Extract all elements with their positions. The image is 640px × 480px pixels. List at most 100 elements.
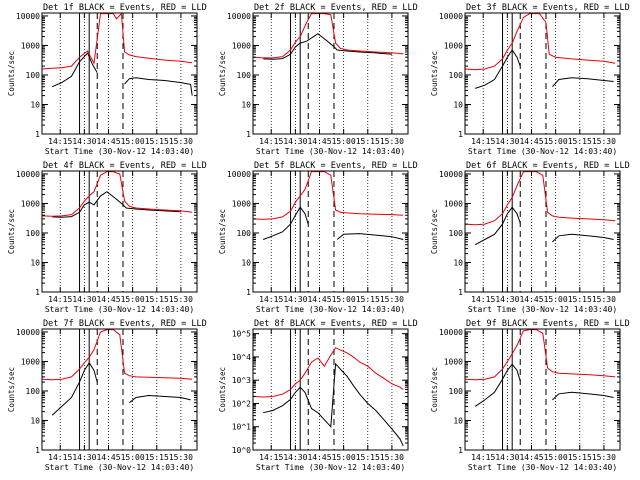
lld-series-line [253, 13, 404, 59]
plot-frame [41, 170, 198, 293]
lld-series-line [42, 329, 193, 381]
x-tick-label: 15:15 [145, 295, 169, 304]
y-axis-label: Counts/sec [218, 367, 227, 412]
plot-frame [41, 328, 198, 451]
x-tick-label: 15:15 [356, 295, 380, 304]
x-tick-label: 14:45 [307, 137, 331, 146]
x-tick-label: 14:30 [72, 137, 96, 146]
x-tick-label: 15:30 [380, 295, 404, 304]
y-tick-label: 1000 [444, 41, 463, 50]
lld-series-line [253, 171, 404, 220]
events-series-line [52, 191, 181, 218]
x-tick-label: 15:15 [356, 453, 380, 462]
x-tick-label: 14:15 [259, 137, 283, 146]
x-tick-label: 15:30 [380, 453, 404, 462]
plot-frame [252, 12, 409, 135]
y-tick-label: 1 [458, 130, 463, 139]
y-tick-label: 10^3 [232, 376, 251, 385]
y-tick-label: 100 [26, 71, 41, 80]
x-tick-label: 14:30 [495, 137, 519, 146]
y-axis-label: Counts/sec [430, 51, 439, 96]
x-tick-label: 14:45 [96, 137, 120, 146]
y-tick-label: 1000 [21, 41, 40, 50]
y-tick-label: 100 [26, 387, 41, 396]
y-tick-label: 1000 [21, 357, 40, 366]
x-tick-label: 14:30 [283, 295, 307, 304]
x-tick-label: 14:45 [519, 295, 543, 304]
y-axis-label: Counts/sec [7, 51, 16, 96]
panel-title: Det 8f BLACK = Events, RED = LLD [254, 319, 418, 329]
y-tick-label: 1000 [444, 357, 463, 366]
y-tick-label: 1000 [232, 41, 251, 50]
x-tick-label: 15:15 [568, 137, 592, 146]
y-tick-label: 1 [35, 446, 40, 455]
x-tick-label: 15:15 [145, 453, 169, 462]
y-tick-label: 10 [453, 100, 463, 109]
events-series-line [51, 361, 191, 416]
y-tick-label: 1 [246, 288, 251, 297]
panel-title: Det 1f BLACK = Events, RED = LLD [43, 3, 207, 13]
y-tick-label: 100 [26, 229, 41, 238]
lld-series-line [42, 13, 193, 70]
x-tick-label: 14:30 [495, 295, 519, 304]
x-tick-label: 14:30 [72, 453, 96, 462]
panel-title: Det 2f BLACK = Events, RED = LLD [254, 3, 418, 13]
y-axis-label: Counts/sec [7, 367, 16, 412]
x-tick-label: 14:15 [48, 453, 72, 462]
x-axis-label: Start Time (30-Nov-12 14:03:40) [45, 147, 194, 156]
y-tick-label: 10^5 [232, 330, 251, 339]
x-tick-label: 15:00 [121, 137, 145, 146]
y-tick-label: 1000 [21, 199, 40, 208]
y-tick-label: 100 [449, 229, 464, 238]
x-tick-label: 15:00 [332, 453, 356, 462]
x-tick-label: 14:15 [471, 137, 495, 146]
lld-series-line [465, 13, 616, 71]
x-tick-label: 15:00 [544, 453, 568, 462]
x-tick-label: 14:45 [519, 137, 543, 146]
x-tick-label: 14:15 [259, 453, 283, 462]
panel-title: Det 4f BLACK = Events, RED = LLD [43, 161, 207, 171]
panel-title: Det 6f BLACK = Events, RED = LLD [466, 161, 630, 171]
x-tick-label: 15:00 [121, 453, 145, 462]
y-axis-label: Counts/sec [7, 209, 16, 254]
x-tick-label: 14:30 [283, 137, 307, 146]
events-series-line [52, 52, 193, 96]
plot-frame [464, 328, 621, 451]
x-tick-label: 15:30 [169, 295, 193, 304]
y-tick-label: 10000 [16, 12, 40, 21]
x-axis-label: Start Time (30-Nov-12 14:03:40) [468, 305, 617, 314]
x-tick-label: 15:15 [568, 453, 592, 462]
plot-frame [252, 170, 409, 293]
x-tick-label: 15:30 [592, 453, 616, 462]
x-tick-label: 14:30 [495, 453, 519, 462]
x-tick-label: 15:00 [332, 295, 356, 304]
lld-series-line [253, 347, 404, 398]
x-tick-label: 14:15 [471, 453, 495, 462]
y-tick-label: 10^1 [232, 423, 251, 432]
panel-title: Det 7f BLACK = Events, RED = LLD [43, 319, 207, 329]
y-tick-label: 100 [237, 71, 252, 80]
y-tick-label: 1 [35, 130, 40, 139]
x-axis-label: Start Time (30-Nov-12 14:03:40) [468, 147, 617, 156]
x-tick-label: 14:45 [96, 453, 120, 462]
y-tick-label: 10^4 [232, 353, 251, 362]
x-tick-label: 15:30 [592, 137, 616, 146]
y-tick-label: 10^0 [232, 446, 251, 455]
panel-title: Det 5f BLACK = Events, RED = LLD [254, 161, 418, 171]
y-tick-label: 10 [241, 100, 251, 109]
y-axis-label: Counts/sec [430, 367, 439, 412]
y-tick-label: 10 [453, 258, 463, 267]
y-tick-label: 100 [449, 71, 464, 80]
x-tick-label: 14:45 [307, 453, 331, 462]
x-tick-label: 14:15 [48, 137, 72, 146]
panel-title: Det 9f BLACK = Events, RED = LLD [466, 319, 630, 329]
x-tick-label: 14:30 [283, 453, 307, 462]
